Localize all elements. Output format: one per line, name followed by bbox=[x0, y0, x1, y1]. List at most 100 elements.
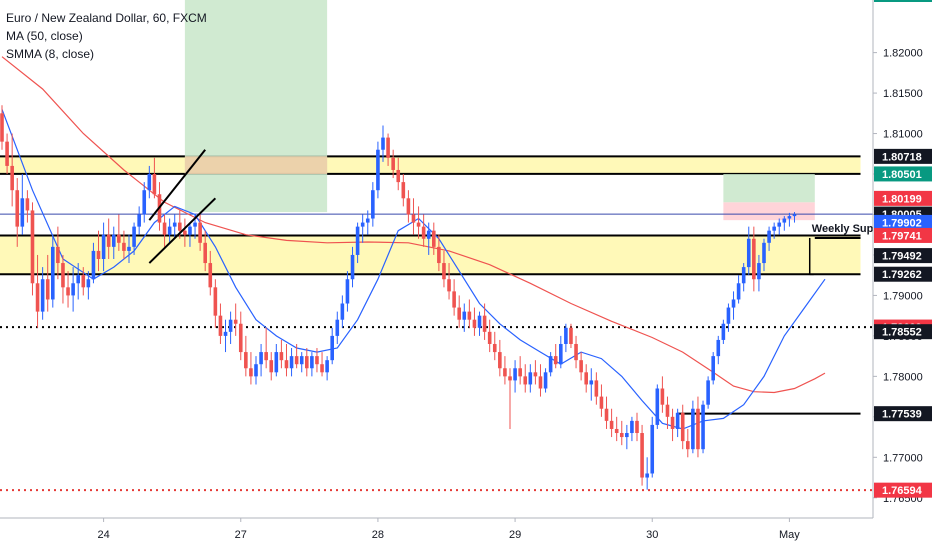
candle-body[interactable] bbox=[183, 230, 187, 235]
candle-body[interactable] bbox=[213, 287, 218, 316]
candle-body[interactable] bbox=[553, 356, 558, 365]
candle-body[interactable] bbox=[56, 246, 60, 264]
candle-body[interactable] bbox=[614, 428, 619, 434]
candle-body[interactable] bbox=[757, 263, 761, 280]
candle-body[interactable] bbox=[462, 311, 467, 320]
candle-body[interactable] bbox=[172, 222, 177, 227]
candle-body[interactable] bbox=[152, 174, 157, 195]
candle-body[interactable] bbox=[386, 137, 390, 158]
candle-body[interactable] bbox=[299, 356, 304, 365]
candle-body[interactable] bbox=[487, 331, 492, 344]
candle-body[interactable] bbox=[142, 190, 147, 215]
candle-body[interactable] bbox=[218, 315, 223, 336]
candle-body[interactable] bbox=[330, 335, 334, 361]
candle-body[interactable] bbox=[752, 238, 756, 280]
candle-body[interactable] bbox=[767, 230, 771, 243]
candle-body[interactable] bbox=[543, 372, 548, 389]
candle-body[interactable] bbox=[716, 339, 721, 357]
candle-body[interactable] bbox=[208, 263, 213, 288]
candle-body[interactable] bbox=[731, 299, 736, 308]
candle-body[interactable] bbox=[279, 352, 284, 361]
candle-body[interactable] bbox=[122, 242, 126, 251]
candle-body[interactable] bbox=[320, 364, 324, 373]
candle-body[interactable] bbox=[188, 226, 192, 235]
candle-body[interactable] bbox=[711, 356, 715, 381]
candle-body[interactable] bbox=[254, 364, 258, 377]
candle-body[interactable] bbox=[437, 246, 441, 264]
candle-body[interactable] bbox=[25, 198, 30, 211]
candle-body[interactable] bbox=[40, 279, 45, 312]
candle-body[interactable] bbox=[599, 396, 604, 409]
candle-body[interactable] bbox=[635, 420, 639, 434]
candle-body[interactable] bbox=[609, 420, 614, 429]
candle-body[interactable] bbox=[5, 141, 9, 166]
candle-body[interactable] bbox=[442, 263, 446, 280]
candle-body[interactable] bbox=[0, 113, 4, 142]
candle-body[interactable] bbox=[106, 234, 111, 247]
candle-body[interactable] bbox=[249, 368, 253, 377]
candle-body[interactable] bbox=[147, 174, 152, 191]
candle-body[interactable] bbox=[477, 315, 482, 328]
candle-body[interactable] bbox=[574, 343, 578, 361]
candle-body[interactable] bbox=[305, 356, 309, 369]
candle-body[interactable] bbox=[203, 242, 207, 264]
candle-body[interactable] bbox=[498, 352, 502, 369]
candle-body[interactable] bbox=[137, 214, 141, 227]
candle-body[interactable] bbox=[71, 283, 75, 296]
candle-body[interactable] bbox=[365, 218, 370, 223]
candle-body[interactable] bbox=[355, 226, 360, 255]
position-profit-1[interactable] bbox=[723, 174, 815, 203]
candle-body[interactable] bbox=[371, 190, 375, 219]
candle-body[interactable] bbox=[513, 368, 517, 381]
candle-body[interactable] bbox=[741, 267, 746, 284]
candle-body[interactable] bbox=[492, 343, 497, 353]
candle-body[interactable] bbox=[782, 218, 787, 223]
candle-body[interactable] bbox=[96, 250, 101, 259]
candle-body[interactable] bbox=[162, 222, 167, 235]
candle-body[interactable] bbox=[564, 327, 568, 344]
candle-body[interactable] bbox=[533, 372, 538, 377]
candle-body[interactable] bbox=[289, 356, 294, 369]
candle-body[interactable] bbox=[360, 222, 365, 227]
candle-body[interactable] bbox=[340, 303, 345, 320]
candle-body[interactable] bbox=[350, 254, 355, 280]
candle-body[interactable] bbox=[569, 327, 573, 344]
candle-body[interactable] bbox=[746, 238, 751, 268]
candle-body[interactable] bbox=[101, 234, 106, 259]
candle-body[interactable] bbox=[117, 234, 121, 243]
candle-body[interactable] bbox=[15, 190, 20, 227]
position-stop-1[interactable] bbox=[723, 202, 815, 221]
candle-body[interactable] bbox=[640, 433, 644, 478]
candle-body[interactable] bbox=[274, 352, 279, 373]
candle-body[interactable] bbox=[269, 360, 274, 373]
candle-body[interactable] bbox=[604, 408, 609, 421]
candle-body[interactable] bbox=[762, 242, 766, 264]
candle-body[interactable] bbox=[503, 368, 507, 377]
candle-body[interactable] bbox=[335, 319, 340, 336]
candle-body[interactable] bbox=[228, 319, 233, 332]
candle-body[interactable] bbox=[86, 279, 91, 288]
candle-body[interactable] bbox=[472, 319, 477, 328]
candle-body[interactable] bbox=[381, 137, 385, 150]
candle-body[interactable] bbox=[538, 376, 543, 389]
candle-body[interactable] bbox=[284, 360, 289, 369]
candle-body[interactable] bbox=[45, 279, 50, 300]
candle-body[interactable] bbox=[630, 420, 634, 434]
candle-body[interactable] bbox=[132, 226, 136, 247]
candle-body[interactable] bbox=[584, 372, 588, 385]
candle-body[interactable] bbox=[467, 311, 472, 320]
candle-body[interactable] bbox=[51, 246, 55, 300]
candle-body[interactable] bbox=[523, 376, 528, 385]
candle-body[interactable] bbox=[706, 380, 710, 405]
candle-body[interactable] bbox=[76, 275, 80, 284]
candle-body[interactable] bbox=[680, 412, 685, 442]
candle-body[interactable] bbox=[61, 263, 65, 288]
plot-area[interactable]: Weekly Support bbox=[0, 0, 895, 492]
candle-body[interactable] bbox=[665, 404, 670, 417]
candle-body[interactable] bbox=[655, 388, 660, 425]
candle-body[interactable] bbox=[686, 441, 690, 450]
candle-body[interactable] bbox=[432, 230, 436, 247]
candle-body[interactable] bbox=[792, 214, 797, 217]
candle-body[interactable] bbox=[238, 323, 243, 353]
